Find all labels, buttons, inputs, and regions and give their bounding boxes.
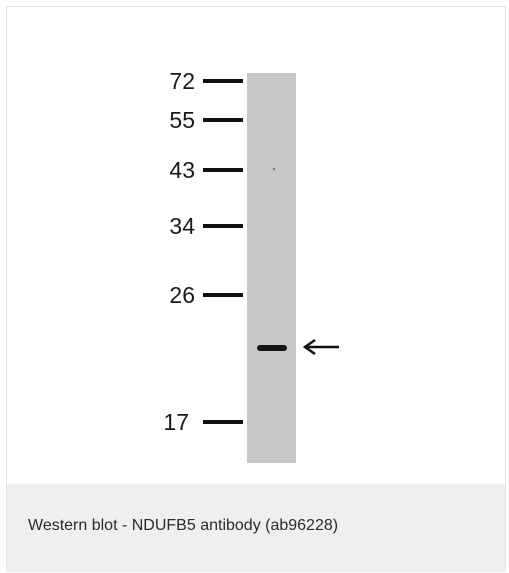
marker-tick-72 (203, 79, 243, 83)
caption-bar: Western blot - NDUFB5 antibody (ab96228) (7, 484, 505, 572)
marker-label-26: 26 (169, 282, 195, 308)
marker-tick-43 (203, 168, 243, 172)
figure-caption: Western blot - NDUFB5 antibody (ab96228) (28, 517, 339, 534)
figure-card: 72 55 43 34 26 17 Western blot - NDUFB5 … (6, 6, 506, 572)
marker-label-55: 55 (169, 107, 195, 133)
protein-band (257, 345, 287, 351)
marker-tick-17 (203, 420, 243, 424)
marker-tick-26 (203, 293, 243, 297)
marker-label-17: 17 (163, 409, 189, 435)
marker-label-34: 34 (169, 213, 195, 239)
blot-lane (247, 73, 296, 463)
faint-spot (273, 168, 275, 170)
left-arrow-icon (302, 338, 339, 356)
marker-label-72: 72 (169, 68, 195, 94)
marker-label-43: 43 (169, 157, 195, 183)
marker-tick-34 (203, 224, 243, 228)
western-blot-image: 72 55 43 34 26 17 (7, 7, 505, 484)
marker-tick-55 (203, 118, 243, 122)
